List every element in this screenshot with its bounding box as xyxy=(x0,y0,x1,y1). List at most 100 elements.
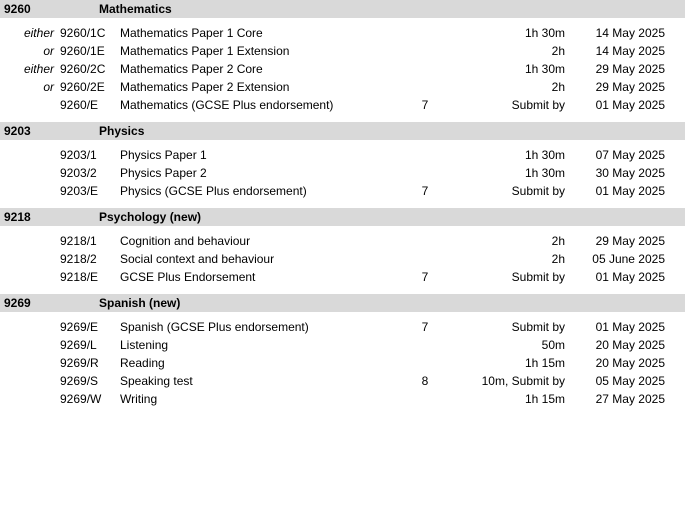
row-unit-code: 9269/S xyxy=(60,374,120,388)
row-date: 05 May 2025 xyxy=(575,374,665,388)
row-date: 29 May 2025 xyxy=(575,234,665,248)
subject-header: 9203Physics xyxy=(0,122,685,140)
exam-row: 9269/WWriting 1h 15m27 May 2025 xyxy=(0,390,685,408)
row-duration: 1h 30m xyxy=(445,166,575,180)
row-unit-code: 9260/2E xyxy=(60,80,120,94)
exam-schedule: 9260Mathematicseither9260/1CMathematics … xyxy=(0,0,685,416)
row-date: 29 May 2025 xyxy=(575,62,665,76)
subject-rows: either9260/1CMathematics Paper 1 Core1h … xyxy=(0,18,685,122)
subject-name: Psychology (new) xyxy=(99,210,681,224)
subject-code: 9269 xyxy=(4,296,99,310)
row-duration: 2h xyxy=(445,80,575,94)
subject-name: Physics xyxy=(99,124,681,138)
row-unit-code: 9218/E xyxy=(60,270,120,284)
exam-row: either9260/2CMathematics Paper 2 Core1h … xyxy=(0,60,685,78)
row-unit-code: 9269/R xyxy=(60,356,120,370)
row-extra: 7 xyxy=(405,270,445,284)
exam-row: 9203/2Physics Paper 21h 30m30 May 2025 xyxy=(0,164,685,182)
row-duration: 2h xyxy=(445,252,575,266)
row-duration: 1h 15m xyxy=(445,392,575,406)
row-duration: 10m, Submit by xyxy=(445,374,575,388)
row-extra: 7 xyxy=(405,184,445,198)
row-title: Social context and behaviour xyxy=(120,252,405,266)
row-date: 01 May 2025 xyxy=(575,184,665,198)
row-title: Spanish (GCSE Plus endorsement) xyxy=(120,320,405,334)
row-prefix: either xyxy=(4,62,60,76)
row-unit-code: 9269/E xyxy=(60,320,120,334)
exam-row: 9203/1Physics Paper 1 1h 30m07 May 2025 xyxy=(0,146,685,164)
row-title: Reading xyxy=(120,356,405,370)
row-date: 01 May 2025 xyxy=(575,320,665,334)
row-duration: 1h 30m xyxy=(445,148,575,162)
row-date: 30 May 2025 xyxy=(575,166,665,180)
subject-code: 9218 xyxy=(4,210,99,224)
exam-row: 9269/LListening 50m20 May 2025 xyxy=(0,336,685,354)
row-duration: Submit by xyxy=(445,98,575,112)
row-title: Mathematics Paper 1 Core xyxy=(120,26,405,40)
exam-row: 9203/EPhysics (GCSE Plus endorsement)7Su… xyxy=(0,182,685,200)
row-prefix: or xyxy=(4,44,60,58)
row-unit-code: 9260/1C xyxy=(60,26,120,40)
row-unit-code: 9269/L xyxy=(60,338,120,352)
subject-code: 9260 xyxy=(4,2,99,16)
exam-row: either9260/1CMathematics Paper 1 Core 1h … xyxy=(0,24,685,42)
subject-header: 9260Mathematics xyxy=(0,0,685,18)
row-duration: Submit by xyxy=(445,184,575,198)
exam-row: or9260/1EMathematics Paper 1 Extension 2h… xyxy=(0,42,685,60)
row-unit-code: 9218/2 xyxy=(60,252,120,266)
subject-header: 9218Psychology (new) xyxy=(0,208,685,226)
row-title: Mathematics Paper 2 Core xyxy=(120,62,405,76)
row-date: 14 May 2025 xyxy=(575,44,665,58)
exam-row: 9269/SSpeaking test810m, Submit by05 May… xyxy=(0,372,685,390)
subject-code: 9203 xyxy=(4,124,99,138)
row-title: Physics (GCSE Plus endorsement) xyxy=(120,184,405,198)
row-unit-code: 9203/2 xyxy=(60,166,120,180)
row-title: Mathematics Paper 2 Extension xyxy=(120,80,405,94)
row-date: 05 June 2025 xyxy=(575,252,665,266)
row-duration: Submit by xyxy=(445,270,575,284)
row-prefix: or xyxy=(4,80,60,94)
row-duration: 2h xyxy=(445,234,575,248)
row-title: Writing xyxy=(120,392,405,406)
row-unit-code: 9269/W xyxy=(60,392,120,406)
row-date: 20 May 2025 xyxy=(575,338,665,352)
row-date: 01 May 2025 xyxy=(575,98,665,112)
row-date: 20 May 2025 xyxy=(575,356,665,370)
row-date: 01 May 2025 xyxy=(575,270,665,284)
row-unit-code: 9260/2C xyxy=(60,62,120,76)
row-unit-code: 9260/E xyxy=(60,98,120,112)
row-title: GCSE Plus Endorsement xyxy=(120,270,405,284)
row-unit-code: 9203/E xyxy=(60,184,120,198)
exam-row: 9218/EGCSE Plus Endorsement7Submit by01 … xyxy=(0,268,685,286)
row-title: Physics Paper 1 xyxy=(120,148,405,162)
row-duration: 1h 30m xyxy=(445,26,575,40)
exam-row: 9269/ESpanish (GCSE Plus endorsement)7Su… xyxy=(0,318,685,336)
row-prefix: either xyxy=(4,26,60,40)
row-unit-code: 9260/1E xyxy=(60,44,120,58)
subject-name: Mathematics xyxy=(99,2,681,16)
subject-rows: 9269/ESpanish (GCSE Plus endorsement)7Su… xyxy=(0,312,685,416)
exam-row: 9269/RReading1h 15m20 May 2025 xyxy=(0,354,685,372)
row-duration: 2h xyxy=(445,44,575,58)
row-date: 27 May 2025 xyxy=(575,392,665,406)
row-title: Cognition and behaviour xyxy=(120,234,405,248)
row-unit-code: 9203/1 xyxy=(60,148,120,162)
row-title: Speaking test xyxy=(120,374,405,388)
row-title: Listening xyxy=(120,338,405,352)
row-extra: 8 xyxy=(405,374,445,388)
exam-row: 9260/EMathematics (GCSE Plus endorsement… xyxy=(0,96,685,114)
row-date: 29 May 2025 xyxy=(575,80,665,94)
row-title: Mathematics Paper 1 Extension xyxy=(120,44,405,58)
subject-rows: 9203/1Physics Paper 11h 30m07 May 202592… xyxy=(0,140,685,208)
subject-rows: 9218/1Cognition and behaviour2h29 May 20… xyxy=(0,226,685,294)
row-title: Mathematics (GCSE Plus endorsement) xyxy=(120,98,405,112)
row-date: 07 May 2025 xyxy=(575,148,665,162)
row-duration: Submit by xyxy=(445,320,575,334)
row-extra: 7 xyxy=(405,98,445,112)
exam-row: or9260/2EMathematics Paper 2 Extension 2h… xyxy=(0,78,685,96)
row-date: 14 May 2025 xyxy=(575,26,665,40)
exam-row: 9218/2Social context and behaviour 2h05 J… xyxy=(0,250,685,268)
subject-header: 9269Spanish (new) xyxy=(0,294,685,312)
row-duration: 50m xyxy=(445,338,575,352)
exam-row: 9218/1Cognition and behaviour2h29 May 20… xyxy=(0,232,685,250)
